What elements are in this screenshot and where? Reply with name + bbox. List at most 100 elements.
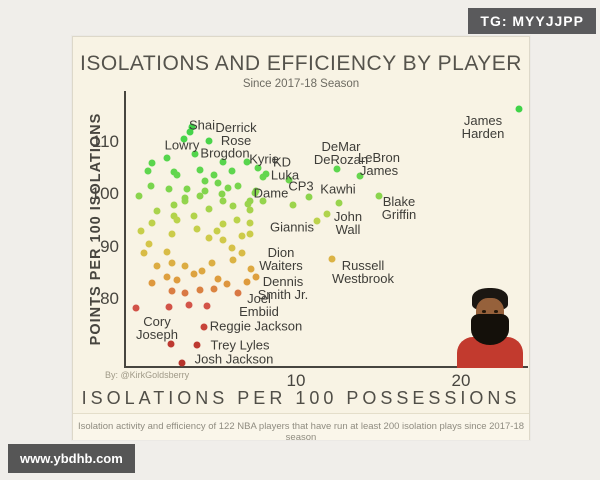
scatter-dot xyxy=(148,219,156,227)
chart-subtitle: Since 2017-18 Season xyxy=(242,78,360,90)
scatter-dot xyxy=(153,207,161,215)
right-eye-graphic xyxy=(494,310,498,313)
scatter-dot xyxy=(137,227,145,235)
player-label: Lowry xyxy=(164,137,200,153)
player-label: Josh Jackson xyxy=(194,351,274,367)
scatter-dot xyxy=(181,289,189,297)
scatter-dot xyxy=(165,303,173,311)
scatter-dot-labeled xyxy=(285,176,293,184)
scatter-dot-labeled xyxy=(251,189,259,197)
beard-graphic xyxy=(471,314,509,345)
scatter-dot xyxy=(170,212,178,220)
player-label: Joel Embiid xyxy=(239,290,279,319)
player-label: KD xyxy=(272,154,292,170)
x-axis-title: ISOLATIONS PER 100 POSSESSIONS xyxy=(81,388,521,408)
scatter-dot xyxy=(181,194,189,202)
scatter-dot xyxy=(163,273,171,281)
scatter-dot xyxy=(218,190,226,198)
scatter-dot xyxy=(228,167,236,175)
scatter-dot xyxy=(224,184,232,192)
scatter-dot xyxy=(214,275,222,283)
scatter-dot xyxy=(214,179,222,187)
player-label: Kawhi xyxy=(320,181,356,197)
footnote: Isolation activity and efficiency of 122… xyxy=(77,421,525,443)
scatter-dot-labeled xyxy=(243,278,250,286)
left-eye-graphic xyxy=(482,310,486,313)
scatter-dot xyxy=(219,197,227,205)
james-harden-photo xyxy=(456,287,524,368)
scatter-dot xyxy=(173,216,181,224)
player-label: CP3 xyxy=(288,178,314,194)
scatter-dot xyxy=(198,267,206,275)
scatter-dot xyxy=(147,182,155,190)
player-label: Dennis Smith Jr. xyxy=(257,273,309,302)
scatter-dot xyxy=(135,192,143,200)
scatter-dot-labeled xyxy=(234,289,242,297)
player-label: Russell Westbrook xyxy=(332,257,394,286)
scatter-dot xyxy=(213,227,221,235)
x-tick-label: 10 xyxy=(286,371,306,390)
scatter-dot-labeled xyxy=(247,265,255,273)
scatter-dot xyxy=(181,262,189,270)
scatter-dot xyxy=(140,249,148,257)
scatter-dot xyxy=(238,232,246,240)
x-tick-label: 20 xyxy=(451,371,471,390)
scatter-dot-labeled xyxy=(191,150,199,158)
scatter-dot xyxy=(203,302,211,310)
scatter-dot xyxy=(163,248,171,256)
scatter-dot-labeled xyxy=(200,323,208,331)
scatter-dot xyxy=(173,276,181,284)
player-label: Derrick Rose xyxy=(215,119,257,148)
player-label: Dion Waiters xyxy=(259,244,303,273)
scatter-dot xyxy=(201,187,209,195)
scatter-dot xyxy=(168,287,176,295)
scatter-dot xyxy=(148,159,156,167)
scatter-dot-labeled xyxy=(328,255,336,263)
player-label: Reggie Jackson xyxy=(209,318,303,334)
player-label: LeBron James xyxy=(358,149,400,178)
scatter-dot xyxy=(289,201,297,209)
x-axis-line xyxy=(124,366,528,368)
y-tick-label: 90 xyxy=(100,236,119,256)
scatter-dot xyxy=(219,236,227,244)
scatter-dot xyxy=(246,206,254,214)
player-label: James Harden xyxy=(461,112,505,141)
scatter-dot xyxy=(183,185,191,193)
scatter-dot-labeled xyxy=(313,217,321,225)
scatter-dot xyxy=(201,177,209,185)
scatter-dot-labeled xyxy=(333,165,341,173)
scatter-dot-labeled xyxy=(193,341,201,349)
scatter-dot xyxy=(252,273,260,281)
scatter-dot xyxy=(228,244,236,252)
scatter-dot xyxy=(144,167,151,175)
y-tick-label: 80 xyxy=(100,288,119,308)
chart-title: ISOLATIONS AND EFFICIENCY BY PLAYER xyxy=(80,52,522,75)
scatter-dot-labeled xyxy=(375,192,382,200)
chart-card: ISOLATIONS AND EFFICIENCY BY PLAYER Sinc… xyxy=(72,36,530,443)
scatter-dot-labeled xyxy=(262,170,270,178)
scatter-dot xyxy=(196,192,204,200)
scatter-dot xyxy=(259,197,267,205)
player-label: Dame xyxy=(253,185,289,201)
scatter-dot xyxy=(223,280,231,288)
scatter-dot xyxy=(173,171,181,179)
scatter-dot-labeled xyxy=(254,164,262,172)
scatter-dot xyxy=(132,304,140,312)
scatter-dot xyxy=(233,216,241,224)
scatter-dot xyxy=(148,279,156,287)
scatter-dot xyxy=(193,225,201,233)
scatter-dot xyxy=(210,285,217,293)
scatter-dot xyxy=(219,158,227,166)
scatter-dot-labeled xyxy=(205,137,213,145)
scatter-dot xyxy=(238,249,246,257)
scatter-dot xyxy=(168,259,176,267)
scatter-dot xyxy=(208,259,216,267)
scatter-dot xyxy=(196,286,204,294)
scatter-dot xyxy=(205,234,213,242)
y-tick-label: 110 xyxy=(91,132,119,151)
player-label: Trey Lyles xyxy=(210,337,270,353)
scatter-dot-labeled xyxy=(243,158,250,166)
scatter-dot xyxy=(168,230,176,238)
scatter-dot xyxy=(210,171,217,179)
player-label: Blake Griffin xyxy=(381,193,417,222)
